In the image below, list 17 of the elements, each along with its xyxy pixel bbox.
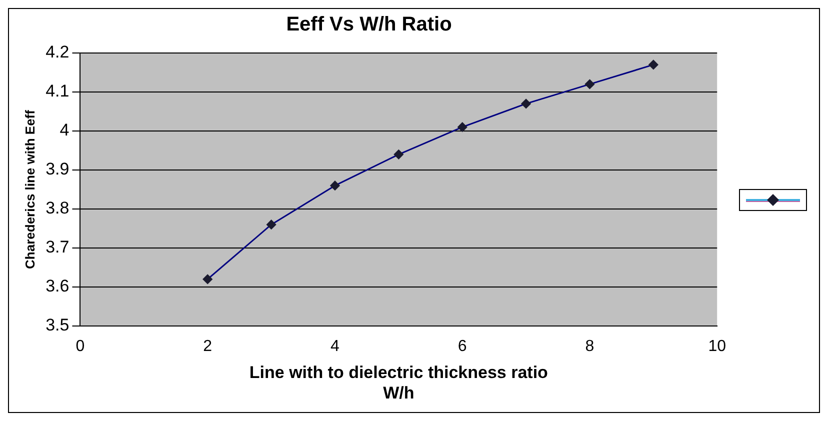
y-tick-label: 3.6 [46,276,70,296]
x-axis-title: Line with to dielectric thickness ratio W/h [249,363,548,402]
y-tick-label: 4.1 [46,82,70,101]
x-tick-label: 8 [585,338,594,356]
x-tick-label: 10 [708,338,726,356]
y-axis-title: Charederics line with Eeff [22,109,38,269]
y-tick-label: 3.7 [46,238,70,257]
y-tick-label: 4 [60,120,70,140]
x-tick-label: 2 [203,338,212,356]
x-tick-label: 6 [458,338,467,356]
y-tick-label: 3.5 [46,316,70,335]
y-tick-label: 3.8 [46,198,70,218]
y-tick-label: 3.9 [46,160,70,179]
x-tick-label: 4 [330,338,340,356]
chart-title: Eeff Vs W/h Ratio [286,14,452,36]
x-tick-label: 0 [76,338,85,356]
y-tick-label: 4.2 [46,42,70,62]
